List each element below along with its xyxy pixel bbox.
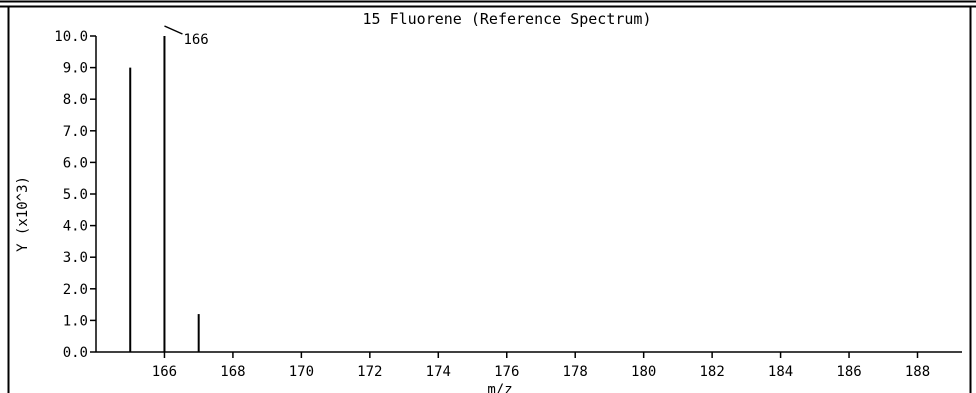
x-axis-title: m/z	[487, 382, 512, 393]
x-tick-label: 174	[426, 364, 451, 380]
peaks	[129, 36, 200, 352]
y-axis-title: Y (x10^3)	[15, 176, 31, 252]
y-tick-label: 0.0	[63, 345, 88, 361]
y-tick-label: 5.0	[63, 187, 88, 203]
y-tick-label: 8.0	[63, 92, 88, 108]
y-tick-label: 3.0	[63, 250, 88, 266]
x-tick-label: 186	[836, 364, 861, 380]
x-tick-label: 168	[220, 364, 245, 380]
x-tick-label: 172	[357, 364, 382, 380]
peak-label-leader	[164, 25, 183, 35]
y-tick-label: 1.0	[63, 313, 88, 329]
x-tick-label: 188	[905, 364, 930, 380]
y-tick-label: 4.0	[63, 219, 88, 235]
x-tick-label: 182	[699, 364, 724, 380]
y-ticks: 0.0 1.0 2.0 3.0 4.0 5.0 6.0 7.0 8.0 9.0 10.0	[54, 29, 96, 361]
x-tick-label: 166	[152, 364, 177, 380]
x-tick-label: 170	[289, 364, 314, 380]
chart-title: 15 Fluorene (Reference Spectrum)	[363, 10, 652, 28]
x-tick-label: 180	[631, 364, 656, 380]
y-tick-label: 9.0	[63, 61, 88, 77]
y-tick-label: 6.0	[63, 155, 88, 171]
peak-annotations: 166	[164, 25, 209, 48]
x-tick-label: 184	[768, 364, 793, 380]
x-tick-label: 176	[494, 364, 519, 380]
y-tick-label: 10.0	[54, 29, 88, 45]
peak-label: 166	[183, 32, 208, 48]
x-ticks: 166 168 170 172 174 176 178 180 182 184 186 188	[152, 352, 930, 380]
x-tick-label: 178	[563, 364, 588, 380]
y-tick-label: 2.0	[63, 282, 88, 298]
y-tick-label: 7.0	[63, 124, 88, 140]
